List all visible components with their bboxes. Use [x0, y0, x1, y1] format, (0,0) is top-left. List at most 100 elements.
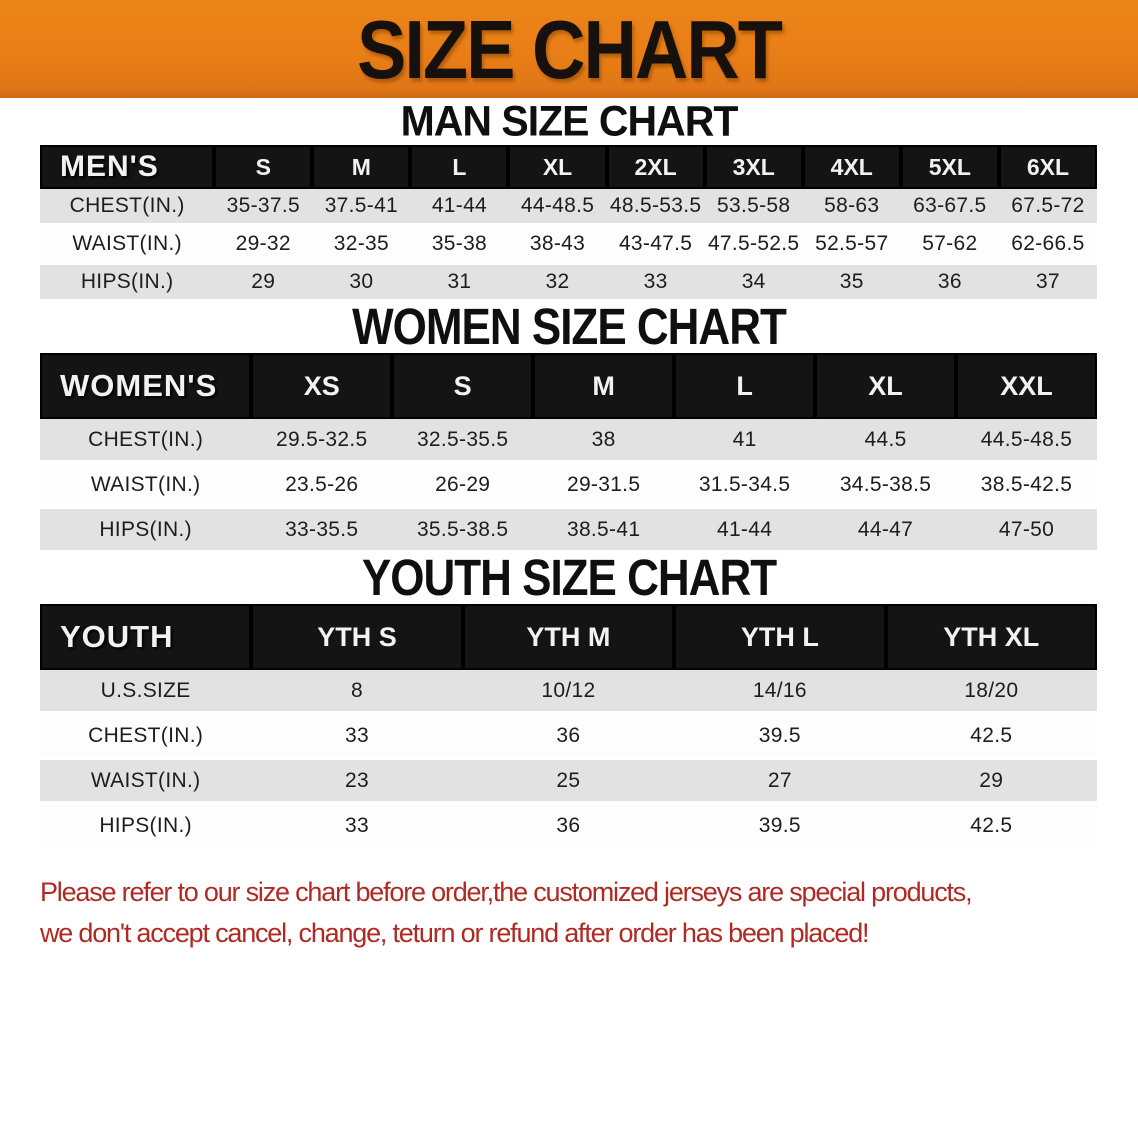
size-value-cell: 29	[214, 263, 313, 303]
size-value-cell: 23	[251, 758, 463, 805]
size-value-cell: 43-47.5	[606, 225, 705, 265]
row-label: CHEST(IN.)	[40, 419, 252, 464]
size-chart-page: SIZE CHART MAN SIZE CHART MEN'S S M L XL 2XL 3X…	[0, 0, 1138, 948]
banner: SIZE CHART	[0, 0, 1138, 98]
section-womens: WOMEN SIZE CHART WOMEN'S XS S M L XL XXL CHEST(I…	[0, 299, 1138, 554]
size-value-cell: 42.5	[885, 713, 1097, 760]
row-label: U.S.SIZE	[40, 670, 252, 715]
size-value-cell: 38.5-41	[533, 507, 675, 554]
size-value-cell: 26-29	[392, 462, 534, 509]
youth-header-row: YOUTH YTH S YTH M YTH L YTH XL	[40, 604, 1097, 670]
womens-table-wrap: WOMEN'S XS S M L XL XXL CHEST(IN.) 29.5-32.5 32.5…	[0, 353, 1138, 554]
row-label: HIPS(IN.)	[40, 507, 252, 554]
size-value-cell: 67.5-72	[998, 189, 1097, 227]
note-line-2: we don't accept cancel, change, teturn o…	[40, 917, 870, 948]
size-value-cell: 31	[410, 263, 509, 303]
youth-column-header: YTH XL	[885, 604, 1097, 670]
size-value-cell: 8	[251, 670, 463, 715]
youth-table-wrap: YOUTH YTH S YTH M YTH L YTH XL U.S.SIZE 8 10/12…	[0, 604, 1138, 850]
youth-group-label: YOUTH	[40, 604, 252, 670]
row-label: CHEST(IN.)	[40, 713, 252, 760]
mens-column-header: 4XL	[802, 145, 901, 189]
size-value-cell: 52.5-57	[802, 225, 901, 265]
youth-column-header: YTH L	[674, 604, 886, 670]
size-value-cell: 38.5-42.5	[956, 462, 1097, 509]
size-value-cell: 14/16	[674, 670, 886, 715]
mens-table-wrap: MEN'S S M L XL 2XL 3XL 4XL 5XL 6XL CHEST(IN.) 35-37…	[0, 145, 1138, 303]
size-value-cell: 44.5-48.5	[956, 419, 1097, 464]
size-value-cell: 32	[508, 263, 607, 303]
mens-header-row: MEN'S S M L XL 2XL 3XL 4XL 5XL 6XL	[40, 145, 1097, 189]
womens-heading: WOMEN SIZE CHART	[352, 299, 787, 356]
row-label: CHEST(IN.)	[40, 189, 215, 227]
row-label: WAIST(IN.)	[40, 462, 252, 509]
size-value-cell: 37	[998, 263, 1097, 303]
size-value-cell: 35.5-38.5	[392, 507, 534, 554]
mens-group-label: MEN'S	[40, 145, 215, 189]
mens-column-header: M	[312, 145, 411, 189]
row-label: WAIST(IN.)	[40, 758, 252, 805]
size-value-cell: 29.5-32.5	[251, 419, 393, 464]
section-youth: YOUTH SIZE CHART YOUTH YTH S YTH M YTH L YTH …	[0, 550, 1138, 850]
womens-column-header: XL	[815, 353, 957, 419]
size-value-cell: 35	[802, 263, 901, 303]
womens-row-hips-in: HIPS(IN.) 33-35.5 35.5-38.5 38.5-41 41-44 44-…	[40, 507, 1097, 554]
womens-column-header: L	[674, 353, 816, 419]
row-label: HIPS(IN.)	[40, 263, 215, 303]
size-value-cell: 27	[674, 758, 886, 805]
size-value-cell: 33	[606, 263, 705, 303]
size-value-cell: 31.5-34.5	[674, 462, 816, 509]
mens-heading: MAN SIZE CHART	[400, 96, 739, 146]
womens-column-header: XXL	[956, 353, 1097, 419]
youth-row-hips-in: HIPS(IN.) 33 36 39.5 42.5	[40, 803, 1097, 850]
size-value-cell: 42.5	[885, 803, 1097, 850]
mens-row-chest-in: CHEST(IN.) 35-37.5 37.5-41 41-44 44-48.5 48.5…	[40, 189, 1097, 227]
size-value-cell: 44-48.5	[508, 189, 607, 227]
size-value-cell: 47-50	[956, 507, 1097, 554]
size-value-cell: 39.5	[674, 713, 886, 760]
womens-size-table: WOMEN'S XS S M L XL XXL CHEST(IN.) 29.5-32.5 32.5…	[40, 353, 1097, 554]
size-value-cell: 41	[674, 419, 816, 464]
banner-title: SIZE CHART	[357, 2, 783, 96]
size-value-cell: 32.5-35.5	[392, 419, 534, 464]
size-value-cell: 36	[462, 713, 675, 760]
womens-column-header: M	[533, 353, 675, 419]
size-value-cell: 57-62	[900, 225, 999, 265]
mens-column-header: XL	[508, 145, 607, 189]
mens-size-table: MEN'S S M L XL 2XL 3XL 4XL 5XL 6XL CHEST(IN.) 35-37…	[40, 145, 1097, 303]
row-label: HIPS(IN.)	[40, 803, 252, 850]
size-value-cell: 25	[462, 758, 675, 805]
mens-column-header: 6XL	[998, 145, 1097, 189]
size-value-cell: 62-66.5	[998, 225, 1097, 265]
womens-column-header: XS	[251, 353, 393, 419]
note-line-1: Please refer to our size chart before or…	[40, 877, 973, 907]
youth-column-header: YTH S	[251, 604, 463, 670]
size-value-cell: 58-63	[802, 189, 901, 227]
mens-column-header: L	[410, 145, 509, 189]
mens-row-hips-in: HIPS(IN.) 29 30 31 32 33 34 35 36 37	[40, 263, 1097, 303]
size-value-cell: 36	[462, 803, 675, 850]
row-label: WAIST(IN.)	[40, 225, 215, 265]
size-value-cell: 34	[704, 263, 803, 303]
size-value-cell: 36	[900, 263, 999, 303]
mens-column-header: 3XL	[704, 145, 803, 189]
size-value-cell: 38-43	[508, 225, 607, 265]
size-chart-sections: MAN SIZE CHART MEN'S S M L XL 2XL 3XL 4XL 5XL 6XL C…	[0, 96, 1138, 850]
size-value-cell: 35-38	[410, 225, 509, 265]
youth-column-header: YTH M	[462, 604, 675, 670]
size-value-cell: 23.5-26	[251, 462, 393, 509]
womens-group-label: WOMEN'S	[40, 353, 252, 419]
size-value-cell: 53.5-58	[704, 189, 803, 227]
size-value-cell: 10/12	[462, 670, 675, 715]
womens-header-row: WOMEN'S XS S M L XL XXL	[40, 353, 1097, 419]
youth-row-waist-in: WAIST(IN.) 23 25 27 29	[40, 758, 1097, 805]
mens-column-header: S	[214, 145, 313, 189]
womens-row-waist-in: WAIST(IN.) 23.5-26 26-29 29-31.5 31.5-34.5 34…	[40, 462, 1097, 509]
size-value-cell: 33-35.5	[251, 507, 393, 554]
size-value-cell: 35-37.5	[214, 189, 313, 227]
size-value-cell: 41-44	[410, 189, 509, 227]
size-value-cell: 34.5-38.5	[815, 462, 957, 509]
size-value-cell: 29-32	[214, 225, 313, 265]
mens-column-header: 5XL	[900, 145, 999, 189]
mens-column-header: 2XL	[606, 145, 705, 189]
